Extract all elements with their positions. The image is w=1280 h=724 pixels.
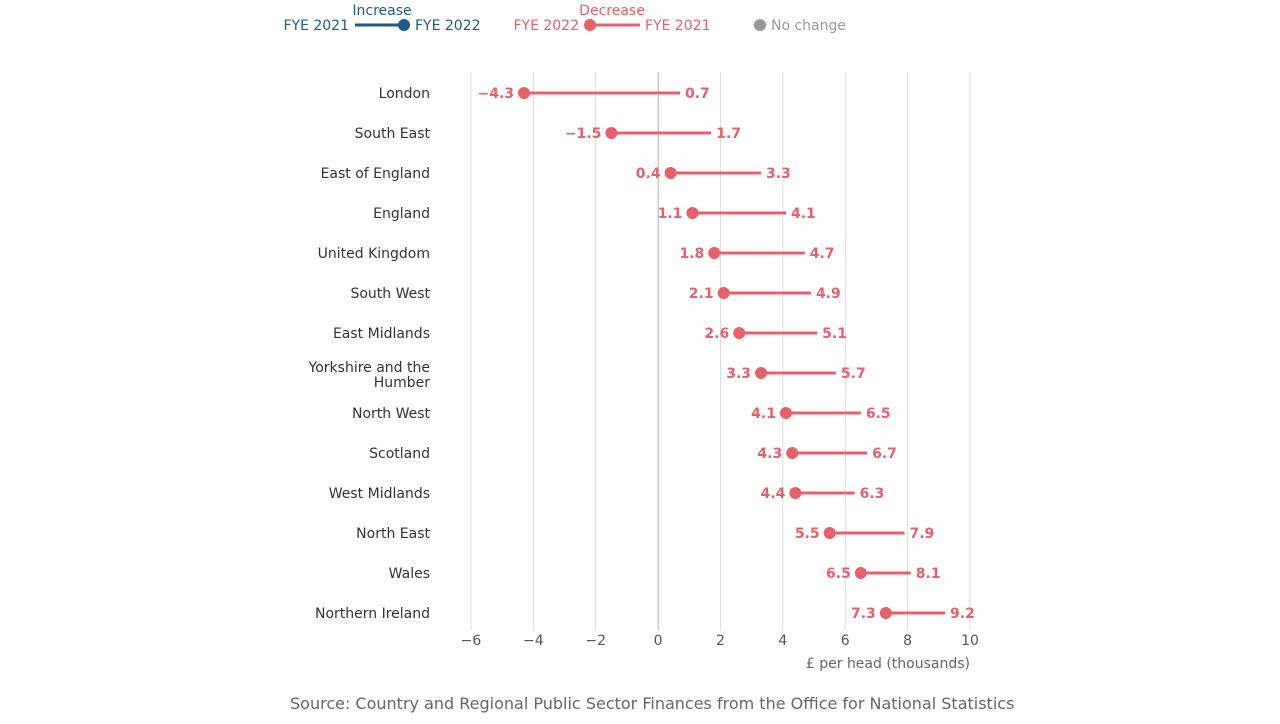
value-label-fye2022: 4.3 [757,446,782,462]
x-tick-label: −4 [523,633,544,649]
category-label: Wales [389,566,430,582]
value-label-fye2021: 0.7 [685,86,710,102]
legend-decrease-title: Decrease [579,3,645,19]
legend-increase-from: FYE 2021 [283,18,349,34]
legend-decrease: Decrease FYE 2022 FYE 2021 [513,3,710,34]
value-label-fye2021: 5.7 [841,366,866,382]
value-label-fye2021: 6.7 [872,446,897,462]
dumbbell-point-fye2022 [879,607,892,619]
category-label: South East [355,126,431,142]
value-label-fye2022: 4.4 [761,486,786,502]
category-label: Northern Ireland [315,606,430,622]
legend-no-change-dot [754,19,766,31]
dumbbell-chart: Increase FYE 2021 FYE 2022 Decrease FYE … [283,3,979,672]
value-label-fye2021: 9.2 [950,606,975,622]
category-label: West Midlands [329,486,430,502]
value-label-fye2022: 5.5 [795,526,820,542]
dumbbell-point-fye2022 [664,167,677,179]
category-label: Yorkshire and the Humber [308,360,431,391]
category-label: East Midlands [333,326,430,342]
legend-increase-title: Increase [352,3,411,19]
x-tick-label: 8 [903,633,912,649]
category-label: North West [352,406,431,422]
legend-decrease-dot [584,19,596,31]
dumbbell-point-fye2022 [605,127,618,139]
legend-increase-dot [398,19,410,31]
dumbbell-point-fye2022 [854,567,867,579]
value-label-fye2021: 6.3 [860,486,885,502]
value-label-fye2021: 4.1 [791,206,816,222]
legend-no-change: No change [754,18,846,34]
value-label-fye2021: 4.9 [816,286,841,302]
category-label: North East [356,526,430,542]
dumbbell-point-fye2022 [708,247,721,259]
x-axis-ticks: −6 −4 −2 0 2 4 6 8 10 [461,633,979,649]
dumbbell-point-fye2022 [518,87,531,99]
dumbbell-point-fye2022 [717,287,730,299]
x-tick-label: 10 [961,633,979,649]
dumbbell-point-fye2022 [755,367,768,379]
value-label-fye2022: 1.1 [658,206,683,222]
value-label-fye2022: 2.1 [689,286,714,302]
dumbbell-point-fye2022 [786,447,799,459]
category-label: South West [350,286,430,302]
value-label-fye2022: 0.4 [636,166,661,182]
legend-increase-to: FYE 2022 [415,18,481,34]
value-label-fye2021: 1.7 [716,126,741,142]
value-label-fye2021: 4.7 [810,246,835,262]
legend-increase: Increase FYE 2021 FYE 2022 [283,3,480,34]
value-label-fye2021: 5.1 [822,326,847,342]
x-tick-label: −2 [585,633,606,649]
legend-decrease-to: FYE 2021 [645,18,711,34]
value-label-fye2022: −1.5 [565,126,602,142]
source-note: Source: Country and Regional Public Sect… [290,694,1015,713]
gridlines [470,72,971,630]
category-label: East of England [321,166,430,182]
legend-no-change-label: No change [771,18,846,34]
value-label-fye2022: 3.3 [726,366,751,382]
x-tick-label: 4 [778,633,787,649]
value-label-fye2022: 4.1 [751,406,776,422]
dumbbell-point-fye2022 [686,207,699,219]
category-label: London [379,86,430,102]
dumbbell-point-fye2022 [789,487,802,499]
value-label-fye2022: 7.3 [851,606,876,622]
value-label-fye2022: −4.3 [477,86,514,102]
category-labels: London South East East of England England Un… [308,86,431,622]
value-label-fye2021: 8.1 [916,566,941,582]
legend: Increase FYE 2021 FYE 2022 Decrease FYE … [283,3,846,34]
value-label-fye2022: 1.8 [679,246,704,262]
value-label-fye2021: 6.5 [866,406,891,422]
x-tick-label: 0 [654,633,663,649]
dumbbell-point-fye2022 [823,527,836,539]
x-tick-label: −6 [461,633,482,649]
x-tick-label: 6 [841,633,850,649]
value-label-fye2021: 7.9 [910,526,935,542]
dumbbell-point-fye2022 [733,327,746,339]
category-label: England [373,206,430,222]
x-tick-label: 2 [716,633,725,649]
legend-decrease-from: FYE 2022 [513,18,579,34]
dumbbell-marks: −4.3 0.7 −1.5 1.7 0.4 3.3 1.1 4.1 1.8 4.7 2.1 4.9 2.… [477,86,974,622]
category-label: Scotland [369,446,430,462]
value-label-fye2022: 2.6 [704,326,729,342]
value-label-fye2022: 6.5 [826,566,851,582]
value-label-fye2021: 3.3 [766,166,791,182]
x-axis-title: £ per head (thousands) [806,656,970,672]
dumbbell-point-fye2022 [779,407,792,419]
category-label: United Kingdom [318,246,430,262]
